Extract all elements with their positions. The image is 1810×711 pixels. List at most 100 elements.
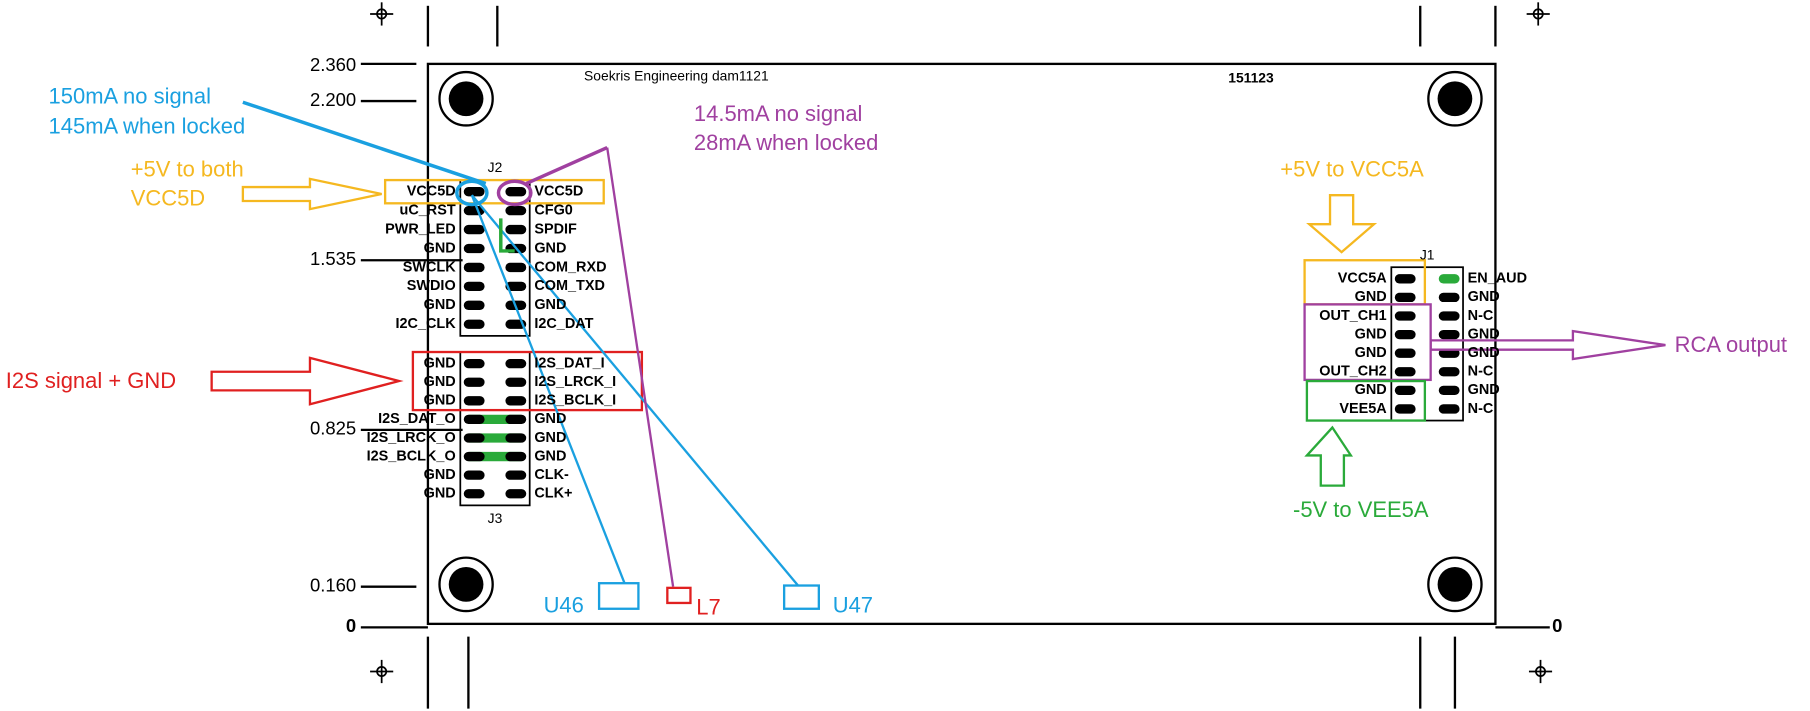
- pin-pad: [1438, 385, 1460, 395]
- pin-label: GND: [424, 297, 456, 313]
- pin-label: GND: [424, 393, 456, 409]
- pin-label: GND: [424, 355, 456, 371]
- pin-label: GND: [1468, 326, 1500, 342]
- pin-pad: [505, 433, 527, 443]
- pin-pad: [463, 262, 485, 273]
- pin-label: I2S_BCLK_O: [367, 448, 456, 464]
- pin-pad: [1438, 292, 1460, 303]
- dimension-label: 0.825: [310, 418, 356, 439]
- mounting-holes: [438, 70, 1483, 613]
- dimension-label: 0: [1552, 615, 1562, 636]
- pin-label: N-C: [1468, 308, 1494, 324]
- pin-pad: [463, 358, 485, 369]
- annotation: +5V to both: [131, 157, 244, 182]
- pin-label: PWR_LED: [385, 221, 456, 237]
- pin-pad: [1394, 367, 1416, 377]
- connector-body: [1390, 266, 1464, 422]
- pin-pad: [505, 224, 527, 235]
- pin-pad: [463, 433, 485, 443]
- connectors: [459, 179, 1464, 507]
- pin-label: CLK-: [534, 467, 569, 483]
- pin-label: SWCLK: [403, 259, 456, 275]
- connector-label: J3: [488, 510, 503, 526]
- pin-label: I2C_DAT: [534, 316, 593, 332]
- pin-label: CLK+: [534, 486, 572, 502]
- annotation: -5V to VEE5A: [1293, 497, 1429, 522]
- pin-pad: [505, 358, 527, 369]
- pin-label: OUT_CH2: [1319, 364, 1386, 380]
- labels: 2.360 2.200 1.535 0.825 0.160 0 0 Soekris Engin…: [6, 54, 1787, 636]
- pin-label: N-C: [1468, 401, 1494, 417]
- pin-label: I2C_CLK: [396, 316, 457, 332]
- dimension-label: 2.200: [310, 89, 356, 110]
- board-code: 151123: [1228, 70, 1274, 86]
- board-title: Soekris Engineering dam1121: [584, 67, 769, 83]
- annotation: 14.5mA no signal: [694, 101, 863, 126]
- pin-pad: [1438, 329, 1460, 340]
- board-outline: [360, 5, 1550, 709]
- pin-pad: [1438, 311, 1460, 321]
- pin-pad: [463, 414, 485, 425]
- pin-label: I2S_LRCK_I: [534, 374, 616, 390]
- pin-label: SWDIO: [407, 278, 456, 294]
- dimension-label: 0.160: [310, 575, 356, 596]
- pin-pad: [505, 451, 527, 462]
- annotation: RCA output: [1675, 332, 1787, 357]
- annotation: I2S signal + GND: [6, 368, 176, 393]
- pin-label: GND: [1355, 345, 1387, 361]
- annotation: 28mA when locked: [694, 130, 878, 155]
- pin-label: OUT_CH1: [1319, 308, 1386, 324]
- pin-pad: [1438, 404, 1460, 414]
- pin-label: GND: [1468, 289, 1500, 305]
- pin-label: COM_TXD: [534, 278, 605, 294]
- pin-pad: [463, 319, 485, 329]
- pin-label: GND: [424, 374, 456, 390]
- pin-label: GND: [1355, 289, 1387, 305]
- pin-label: GND: [1355, 382, 1387, 398]
- pin-label: I2S_DAT_O: [378, 411, 456, 427]
- pin-label: GND: [424, 467, 456, 483]
- pin-pad: [1394, 385, 1416, 395]
- annotation: +5V to VCC5A: [1280, 157, 1424, 182]
- pin-pad: [1394, 274, 1416, 284]
- pin-pad: [463, 377, 485, 387]
- pin-label: I2S_BCLK_I: [534, 393, 616, 409]
- pin-pad: [463, 300, 485, 310]
- pin-pad: [463, 489, 485, 499]
- pin-label: EN_AUD: [1468, 271, 1527, 287]
- pin-label: GND: [534, 430, 566, 446]
- annotation: VCC5D: [131, 186, 205, 211]
- pin-label: VCC5A: [1338, 271, 1387, 287]
- pin-label: GND: [424, 486, 456, 502]
- pin-label: I2S_DAT_I: [534, 355, 604, 371]
- pin-pad: [463, 470, 485, 480]
- dimension-label: 2.360: [310, 54, 356, 75]
- annotation-shapes: [210, 100, 1666, 610]
- pin-label: COM_RXD: [534, 259, 606, 275]
- pin-label: VEE5A: [1339, 401, 1387, 417]
- annotation: U46: [544, 592, 584, 617]
- pin-pad: [1394, 329, 1416, 340]
- pin-pad: [1394, 404, 1416, 414]
- pin-label: I2S_LRCK_O: [367, 430, 456, 446]
- pin-label: GND: [534, 448, 566, 464]
- pin-pad: [1394, 348, 1416, 358]
- pin-pad: [463, 187, 485, 197]
- pin-pad: [505, 489, 527, 499]
- dimension-label: 0: [346, 615, 356, 636]
- dimension-label: 1.535: [310, 248, 356, 269]
- pin-pad: [1438, 274, 1460, 284]
- annotation: L7: [696, 595, 720, 620]
- pin-pad: [463, 224, 485, 235]
- pin-pad: [463, 243, 485, 254]
- pin-pad: [1394, 292, 1416, 303]
- pin-label: uC_RST: [400, 202, 456, 218]
- pin-pad: [505, 205, 527, 216]
- pin-pad: [1394, 311, 1416, 321]
- annotation: 145mA when locked: [49, 114, 246, 139]
- pin-pad: [505, 396, 527, 406]
- pin-pad: [463, 396, 485, 406]
- pin-label: GND: [534, 240, 566, 256]
